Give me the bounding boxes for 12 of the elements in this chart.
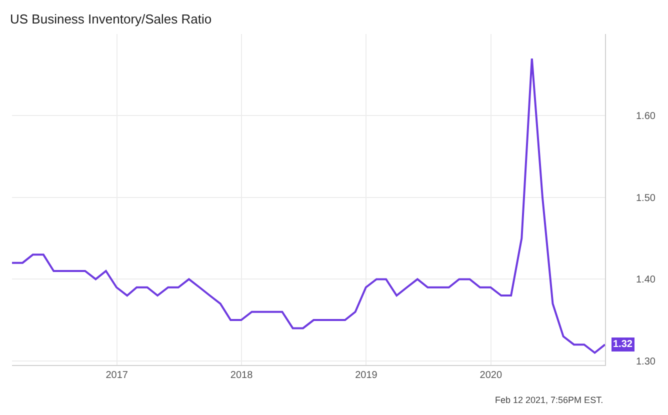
y-tick-label: 1.40 bbox=[636, 274, 656, 286]
text: Feb 12 2021, 7:56PM EST. bbox=[495, 395, 604, 405]
x-tick-label: 2019 bbox=[355, 370, 378, 381]
y-tick-label: 1.30 bbox=[636, 356, 656, 368]
x-tick-label: 2018 bbox=[230, 370, 254, 381]
annotation: 1.32 bbox=[613, 339, 633, 350]
x-tick-label: 2017 bbox=[106, 370, 128, 381]
line-series bbox=[12, 58, 605, 354]
x-tick-label: 2020 bbox=[480, 370, 502, 381]
y-tick-label: 1.60 bbox=[636, 111, 656, 122]
chart-title: US Business Inventory/Sales Ratio bbox=[10, 12, 212, 27]
y-tick-label: 1.50 bbox=[636, 192, 656, 204]
